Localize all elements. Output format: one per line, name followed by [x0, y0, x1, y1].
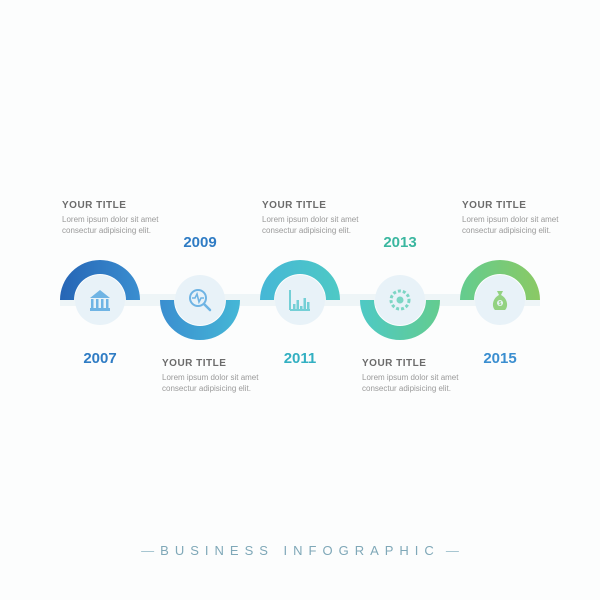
item-body: Lorem ipsum dolor sit amet consectur adi…	[462, 215, 562, 237]
year-label: 2011	[270, 350, 330, 367]
year-label: 2015	[470, 350, 530, 367]
item-text: YOUR TITLE Lorem ipsum dolor sit amet con…	[362, 358, 462, 395]
item-title: YOUR TITLE	[62, 200, 162, 211]
year-label: 2009	[170, 234, 230, 251]
item-body: Lorem ipsum dolor sit amet consectur adi…	[162, 373, 262, 395]
item-text: YOUR TITLE Lorem ipsum dolor sit amet con…	[62, 200, 162, 237]
item-body: Lorem ipsum dolor sit amet consectur adi…	[362, 373, 462, 395]
item-title: YOUR TITLE	[362, 358, 462, 369]
item-title: YOUR TITLE	[262, 200, 362, 211]
footer-title: —BUSINESS INFOGRAPHIC—	[0, 543, 600, 558]
item-text: YOUR TITLE Lorem ipsum dolor sit amet con…	[162, 358, 262, 395]
timeline-svg: $	[0, 0, 600, 600]
item-text: YOUR TITLE Lorem ipsum dolor sit amet con…	[462, 200, 562, 237]
item-title: YOUR TITLE	[162, 358, 262, 369]
item-text: YOUR TITLE Lorem ipsum dolor sit amet con…	[262, 200, 362, 237]
svg-text:$: $	[499, 301, 502, 307]
year-label: 2013	[370, 234, 430, 251]
item-body: Lorem ipsum dolor sit amet consectur adi…	[262, 215, 362, 237]
year-label: 2007	[70, 350, 130, 367]
item-body: Lorem ipsum dolor sit amet consectur adi…	[62, 215, 162, 237]
item-title: YOUR TITLE	[462, 200, 562, 211]
